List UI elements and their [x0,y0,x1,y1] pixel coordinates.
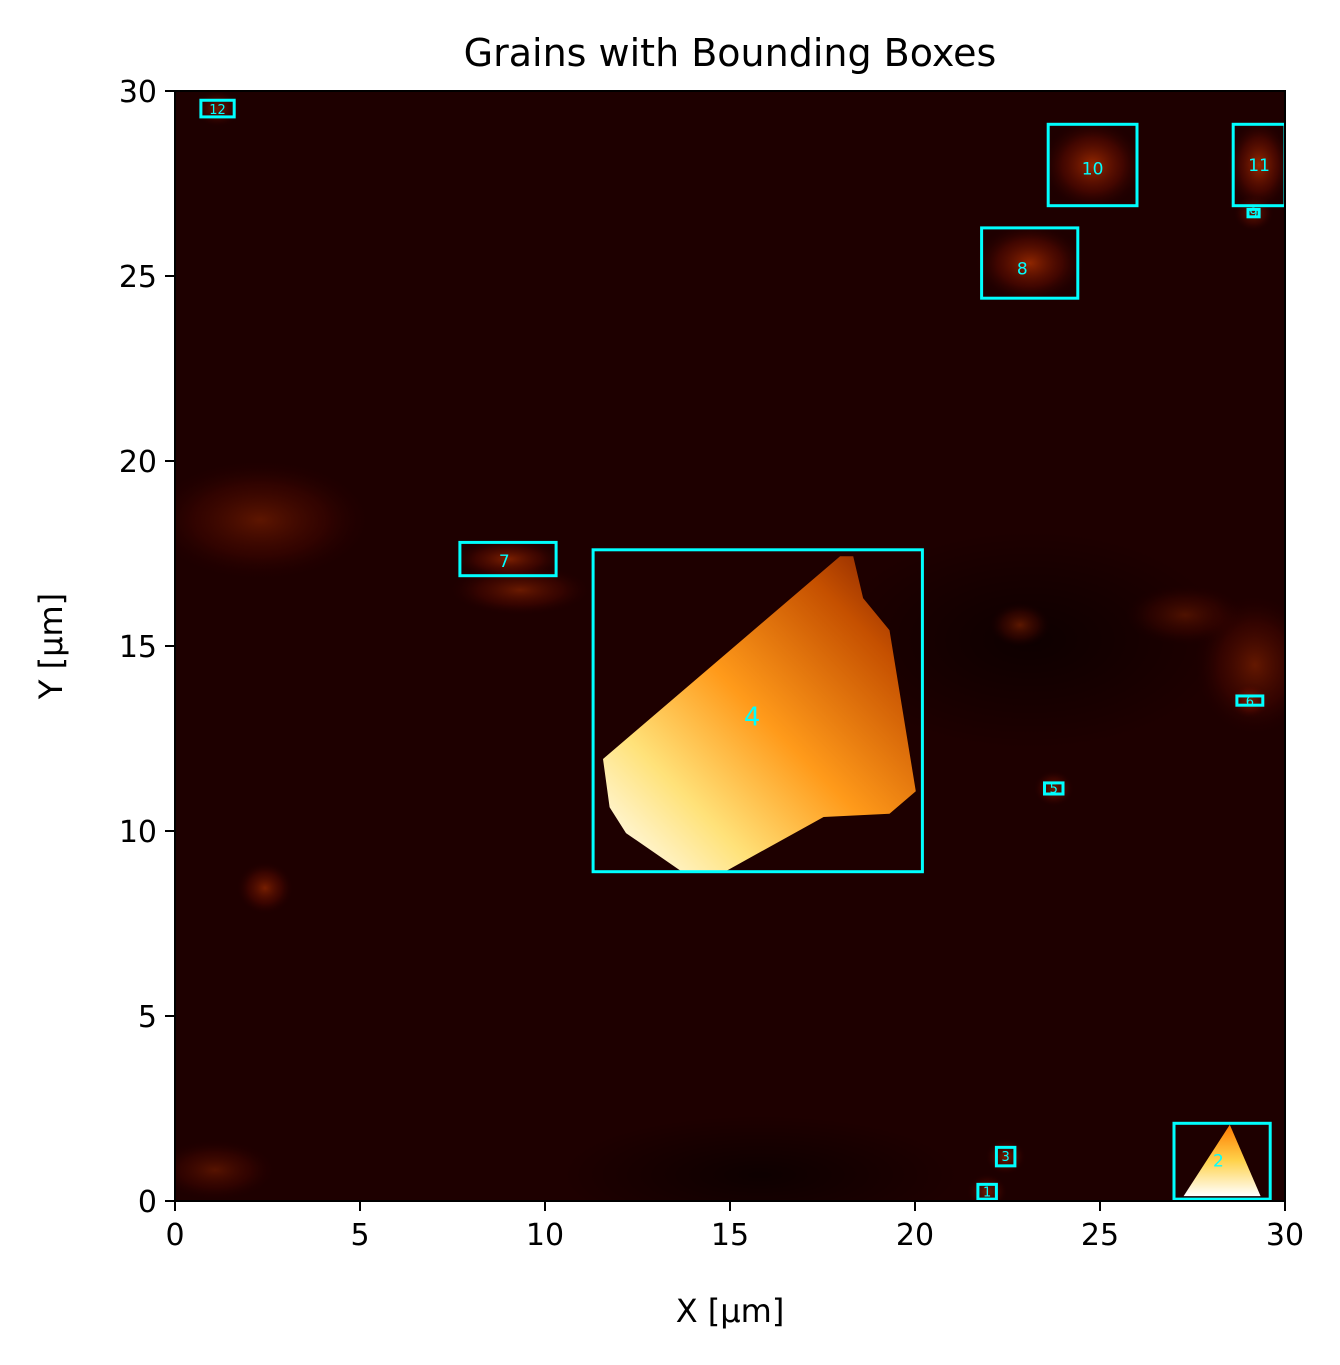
grain-12-label: 12 [209,103,226,118]
grain-11-shape [1227,120,1285,210]
y-tick-label: 20 [119,445,157,480]
grain-2-shape [1183,1124,1261,1197]
grain-8-box [980,226,1080,300]
grain-11-label: 11 [1248,156,1270,176]
y-tick-label: 25 [119,260,157,295]
grain-6-shape [1229,682,1270,719]
grain-3-label: 3 [1002,1150,1010,1165]
grain-6-box [1235,694,1265,707]
x-axis-label: X [μm] [676,1292,785,1330]
grain-1-label: 1 [983,1185,991,1200]
grain-shapes [194,91,1285,1201]
grain-3-box [994,1145,1017,1168]
y-axis-label: Y [μm] [32,593,70,700]
y-tick-label: 5 [138,1000,157,1035]
grain-1-box [976,1182,998,1201]
grain-4-box [591,548,924,874]
grain-10-box [1046,122,1139,208]
grain-12-box [199,98,236,119]
x-tick-label: 10 [526,1218,564,1253]
grain-9-box [1246,207,1261,219]
chart-title: Grains with Bounding Boxes [464,31,997,75]
grain-5-label: 5 [1050,782,1058,797]
grain-2-box [1172,1121,1272,1201]
grain-8-shape [975,223,1084,303]
x-tick-label: 0 [165,1218,184,1253]
y-axis-ticks: 0 5 10 15 20 25 30 [119,75,175,1220]
grain-2-label: 2 [1213,1151,1224,1171]
grain-4-shape [603,556,916,872]
x-tick-label: 20 [896,1218,934,1253]
grain-9-label: 9 [1249,207,1257,222]
x-tick-label: 30 [1266,1218,1304,1253]
grain-10-shape [1042,120,1143,210]
x-tick-label: 25 [1081,1218,1119,1253]
grain-6-label: 6 [1246,695,1254,710]
y-tick-label: 10 [119,815,157,850]
grain-5-box [1043,781,1065,796]
x-tick-label: 5 [350,1218,369,1253]
grain-8-label: 8 [1017,260,1028,280]
grain-7-shape [453,538,563,580]
grain-4-label: 4 [744,702,761,732]
y-tick-label: 0 [138,1185,157,1220]
y-tick-label: 30 [119,75,157,110]
y-tick-label: 15 [119,630,157,665]
x-tick-label: 15 [711,1218,749,1253]
grain-7-box [458,540,558,578]
grain-10-label: 10 [1082,160,1104,180]
grain-7-label: 7 [499,552,510,572]
x-axis-ticks: 0 5 10 15 20 25 30 [165,1201,1304,1253]
grain-5-shape [1033,770,1074,807]
